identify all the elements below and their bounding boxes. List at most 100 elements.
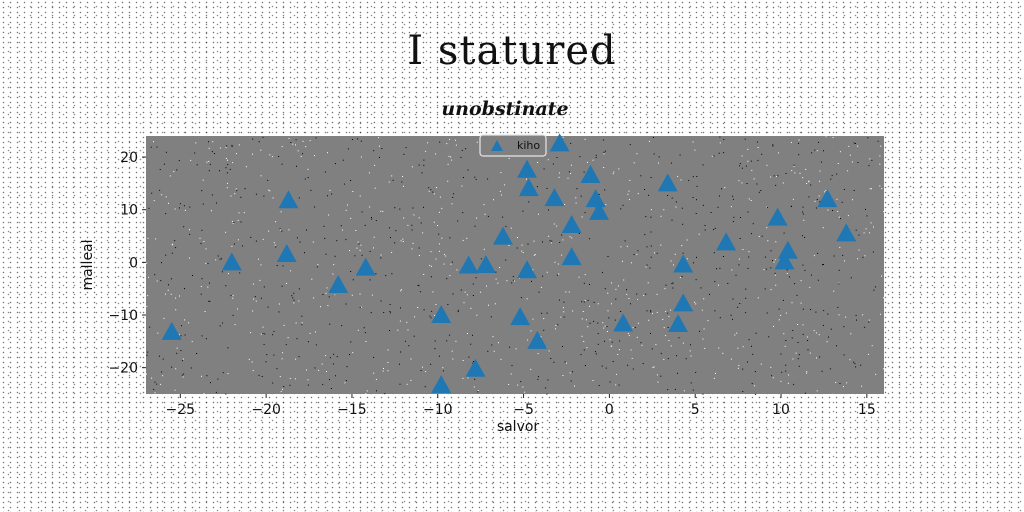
noise-dot [554,261,556,263]
noise-dot [434,348,436,350]
noise-dot [421,172,423,174]
noise-dot [457,220,459,222]
noise-dot [155,238,157,240]
noise-dot [227,164,229,166]
noise-dot [268,189,270,191]
noise-dot [402,176,403,177]
data-point [549,133,570,152]
noise-dot [782,299,784,301]
noise-dot [417,284,419,286]
noise-dot [747,160,749,162]
noise-dot [665,284,667,286]
noise-dot [865,228,867,230]
noise-dot [815,332,817,334]
noise-dot [797,342,799,343]
noise-dot [650,256,652,258]
noise-dot [738,258,740,260]
noise-dot [209,163,211,165]
noise-dot [694,301,696,303]
noise-dot [462,212,464,214]
noise-dot [757,147,759,148]
data-point [673,254,694,273]
noise-dot [603,139,605,141]
noise-dot [598,385,600,386]
noise-dot [572,310,574,312]
data-point [668,313,689,332]
noise-dot [364,332,366,334]
data-point [431,305,452,324]
noise-dot [692,141,694,143]
noise-dot [452,293,454,295]
noise-dot [225,285,227,287]
legend: kiho [479,134,547,157]
noise-dot [176,347,178,349]
noise-dot [566,362,567,364]
noise-dot [802,264,804,266]
noise-dot [755,332,757,334]
noise-dot [385,275,387,277]
noise-dot [269,154,271,156]
data-point [657,173,678,192]
noise-dot [801,235,803,237]
noise-dot [431,310,433,312]
noise-dot [792,330,794,331]
noise-dot [413,214,415,216]
noise-dot [604,288,606,290]
noise-dot [461,149,463,151]
noise-dot [558,176,560,178]
noise-dot [790,142,792,143]
noise-dot [160,280,162,282]
noise-dot [431,265,432,267]
noise-dot [741,182,743,184]
noise-dot [175,368,177,370]
noise-dot [860,364,862,366]
noise-dot [375,273,377,275]
noise-dot [744,138,746,140]
noise-dot [586,347,588,349]
noise-dot [707,320,709,322]
noise-dot [556,157,558,158]
noise-dot [510,373,512,375]
noise-dot [562,239,564,241]
noise-dot [651,348,653,350]
noise-dot [283,386,285,387]
noise-dot [333,353,335,355]
noise-dot [605,204,607,206]
noise-dot [793,164,795,166]
noise-dot [156,146,158,148]
data-point [774,251,795,270]
noise-dot [626,294,628,295]
noise-dot [470,343,472,345]
noise-dot [646,264,648,266]
data-point [465,358,486,377]
noise-dot [331,193,333,195]
noise-dot [231,245,233,247]
noise-dot [328,296,330,298]
noise-dot [321,363,323,365]
noise-dot [618,349,620,351]
noise-dot [466,294,468,296]
noise-dot [418,217,420,219]
noise-dot [260,264,262,266]
noise-dot [763,269,765,271]
noise-dot [866,215,868,217]
noise-dot [738,364,740,366]
noise-dot [279,229,281,231]
noise-dot [853,142,855,144]
noise-dot [711,155,713,157]
noise-dot [748,251,750,253]
noise-dot [558,172,560,174]
noise-dot [295,139,297,141]
noise-dot [545,387,547,389]
noise-dot [737,367,739,369]
noise-dot [168,202,169,204]
noise-dot [663,358,665,360]
noise-dot [295,358,297,360]
noise-dot [810,184,812,186]
noise-dot [190,367,192,369]
noise-dot [842,254,844,256]
noise-dot [616,373,618,375]
noise-dot [883,297,884,299]
noise-dot [736,332,738,334]
noise-dot [806,371,808,373]
